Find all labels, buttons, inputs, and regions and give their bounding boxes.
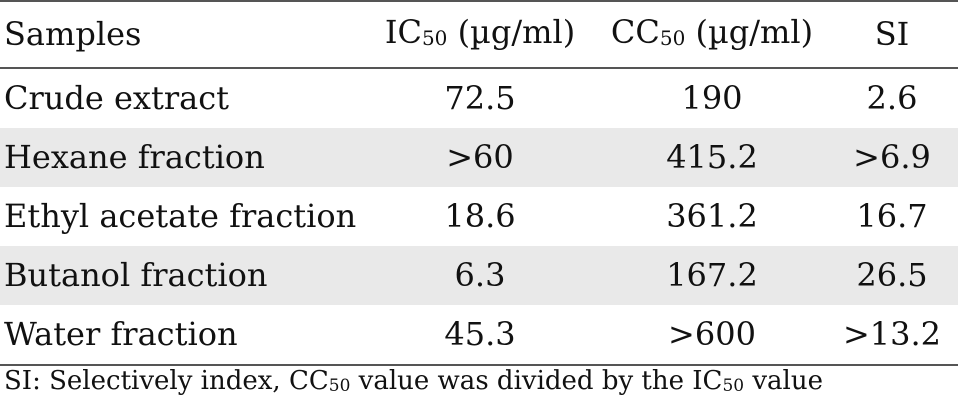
cell-cc50: 361.2	[666, 197, 758, 235]
cell-sample: Ethyl acetate fraction	[4, 197, 357, 235]
footnote-text-2: value was divided by the IC	[350, 366, 723, 396]
header-cc50-prefix: CC	[610, 13, 660, 51]
header-samples: Samples	[4, 15, 142, 53]
table-row: Hexane fraction >60 415.2 >6.9	[0, 128, 958, 187]
table-row: Butanol fraction 6.3 167.2 26.5	[0, 246, 958, 305]
header-ic50-subscript: 50	[421, 26, 448, 50]
table-body: Crude extract 72.5 190 2.6 Hexane fracti…	[0, 68, 958, 365]
cell-si: 16.7	[856, 197, 928, 235]
cell-ic50: >60	[362, 128, 598, 187]
cell-cc50: 415.2	[598, 128, 826, 187]
cell-sample: Crude extract	[4, 79, 229, 117]
header-si: SI	[874, 15, 910, 53]
header-cc50-subscript: 50	[659, 26, 686, 50]
header-cc50: CC50 (µg/ml)	[598, 1, 826, 68]
cell-si: >13.2	[842, 315, 942, 353]
header-ic50-unit: (µg/ml)	[447, 13, 576, 51]
cell-sample: Hexane fraction	[0, 128, 362, 187]
header-cc50-unit: (µg/ml)	[685, 13, 814, 51]
table-row: Crude extract 72.5 190 2.6	[0, 68, 958, 128]
cell-ic50: 6.3	[362, 246, 598, 305]
cell-cc50: 190	[681, 79, 743, 117]
table-header: Samples IC50 (µg/ml) CC50 (µg/ml) SI	[0, 1, 958, 68]
results-table: Samples IC50 (µg/ml) CC50 (µg/ml) SI Cru…	[0, 1, 958, 365]
table-row: Water fraction 45.3 >600 >13.2	[0, 305, 958, 365]
header-ic50-prefix: IC	[384, 13, 422, 51]
cell-si: 2.6	[866, 79, 918, 117]
header-ic50: IC50 (µg/ml)	[362, 1, 598, 68]
cell-cc50: 167.2	[598, 246, 826, 305]
header-row: Samples IC50 (µg/ml) CC50 (µg/ml) SI	[0, 1, 958, 68]
table-row: Ethyl acetate fraction 18.6 361.2 16.7	[0, 187, 958, 246]
cell-ic50: 45.3	[444, 315, 516, 353]
footnote-subscript-1: 50	[328, 376, 351, 396]
cell-sample: Water fraction	[4, 315, 238, 353]
cell-ic50: 18.6	[444, 197, 516, 235]
footnote-subscript-2: 50	[722, 376, 745, 396]
footnote-text-3: value	[744, 366, 823, 396]
cell-ic50: 72.5	[444, 79, 516, 117]
cell-si: >6.9	[826, 128, 958, 187]
cell-si: 26.5	[826, 246, 958, 305]
cell-sample: Butanol fraction	[0, 246, 362, 305]
footnote-text-1: SI: Selectively index, CC	[4, 366, 329, 396]
table-footnote: SI: Selectively index, CC50 value was di…	[4, 364, 823, 401]
cell-cc50: >600	[668, 315, 756, 353]
